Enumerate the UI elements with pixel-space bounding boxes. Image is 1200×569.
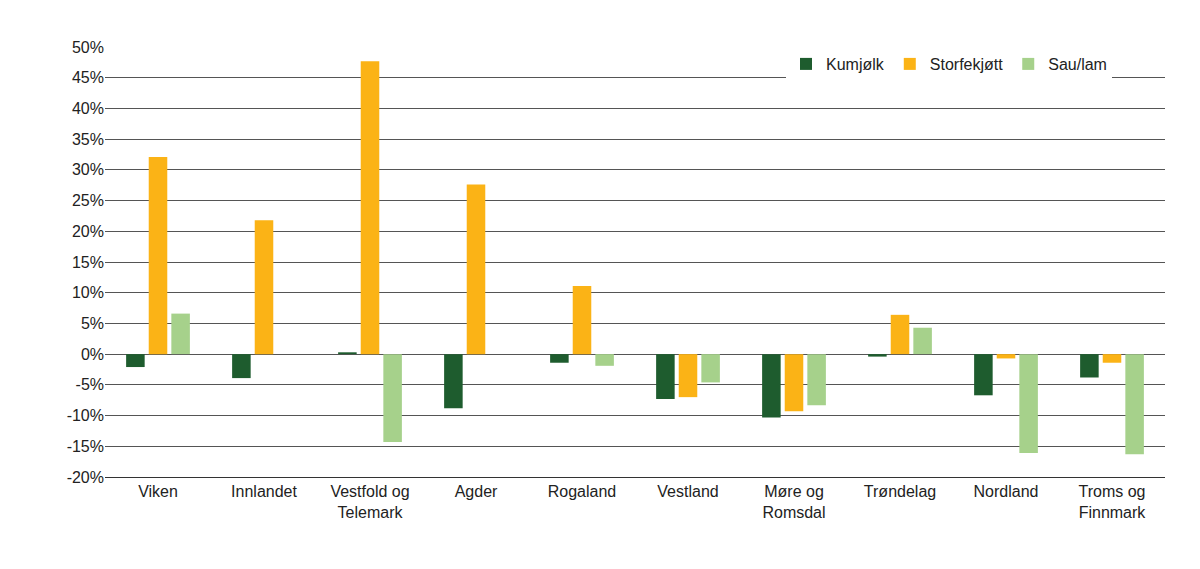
svg-text:-10%: -10% [67, 407, 104, 424]
svg-text:Agder: Agder [455, 483, 498, 500]
svg-text:40%: 40% [72, 100, 104, 117]
svg-text:Troms ogFinnmark: Troms ogFinnmark [1079, 483, 1147, 521]
svg-text:-15%: -15% [67, 438, 104, 455]
svg-text:-20%: -20% [67, 469, 104, 486]
svg-text:25%: 25% [72, 192, 104, 209]
svg-text:20%: 20% [72, 223, 104, 240]
svg-text:Nordland: Nordland [974, 483, 1039, 500]
svg-text:50%: 50% [72, 39, 104, 56]
svg-text:Rogaland: Rogaland [548, 483, 617, 500]
svg-text:45%: 45% [72, 69, 104, 86]
svg-text:10%: 10% [72, 284, 104, 301]
svg-text:-5%: -5% [76, 376, 104, 393]
svg-text:35%: 35% [72, 131, 104, 148]
svg-text:Sau/lam: Sau/lam [1048, 56, 1107, 73]
svg-text:Trøndelag: Trøndelag [864, 483, 936, 500]
svg-text:Storfekjøtt: Storfekjøtt [930, 56, 1003, 73]
svg-text:Vestland: Vestland [657, 483, 718, 500]
svg-text:Møre ogRomsdal: Møre ogRomsdal [762, 483, 825, 521]
svg-text:5%: 5% [81, 315, 104, 332]
svg-text:Kumjølk: Kumjølk [826, 56, 885, 73]
svg-text:Innlandet: Innlandet [231, 483, 297, 500]
svg-text:Vestfold ogTelemark: Vestfold ogTelemark [330, 483, 409, 521]
svg-text:15%: 15% [72, 254, 104, 271]
svg-text:0%: 0% [81, 346, 104, 363]
svg-text:Viken: Viken [138, 483, 178, 500]
svg-text:30%: 30% [72, 161, 104, 178]
